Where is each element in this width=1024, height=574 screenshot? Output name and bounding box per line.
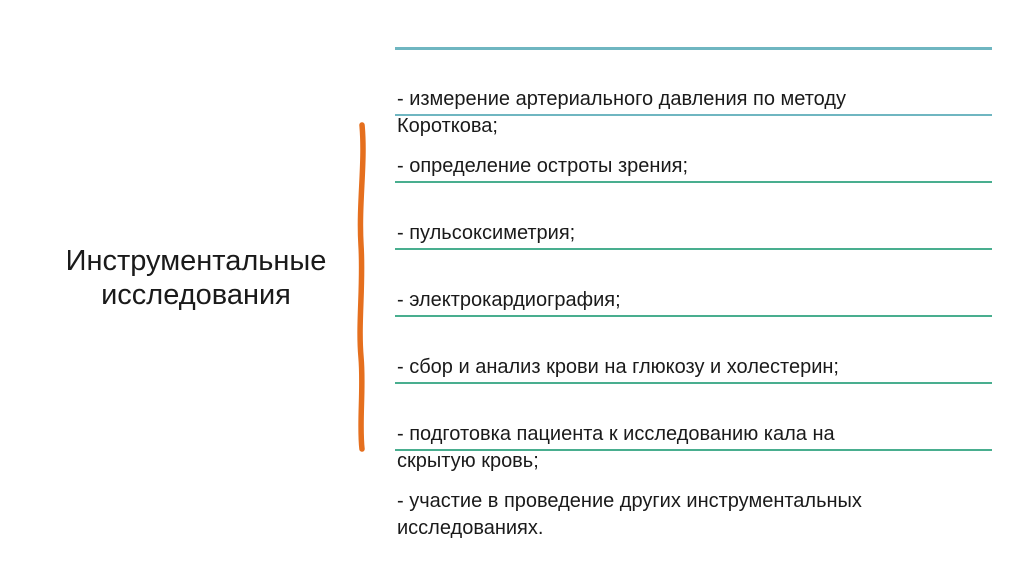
- list-item: - определение остроты зрения;: [395, 114, 992, 181]
- list-item-text: - сбор и анализ крови на глюкозу и холес…: [397, 356, 839, 378]
- list-item-text: - электрокардиография;: [397, 289, 621, 311]
- list-item: - электрокардиография;: [395, 248, 992, 315]
- list-item: - сбор и анализ крови на глюкозу и холес…: [395, 315, 992, 382]
- list-item: - подготовка пациента к исследованию кал…: [395, 382, 992, 472]
- items-list: - измерение артериального давления по ме…: [395, 47, 992, 542]
- list-item-text: - участие в проведение других инструмент…: [397, 490, 862, 539]
- slide-title: Инструментальные исследования: [65, 245, 327, 311]
- list-item: - измерение артериального давления по ме…: [395, 47, 992, 137]
- list-item-text: - измерение артериального давления по ме…: [397, 88, 847, 137]
- list-item-text: - подготовка пациента к исследованию кал…: [397, 423, 835, 472]
- list-item-text: - пульсоксиметрия;: [397, 222, 576, 244]
- list-item: - участие в проведение других инструмент…: [395, 449, 992, 542]
- brace-line: [357, 122, 366, 452]
- list-item-text: - определение остроты зрения;: [397, 155, 688, 177]
- list-item: - пульсоксиметрия;: [395, 181, 992, 248]
